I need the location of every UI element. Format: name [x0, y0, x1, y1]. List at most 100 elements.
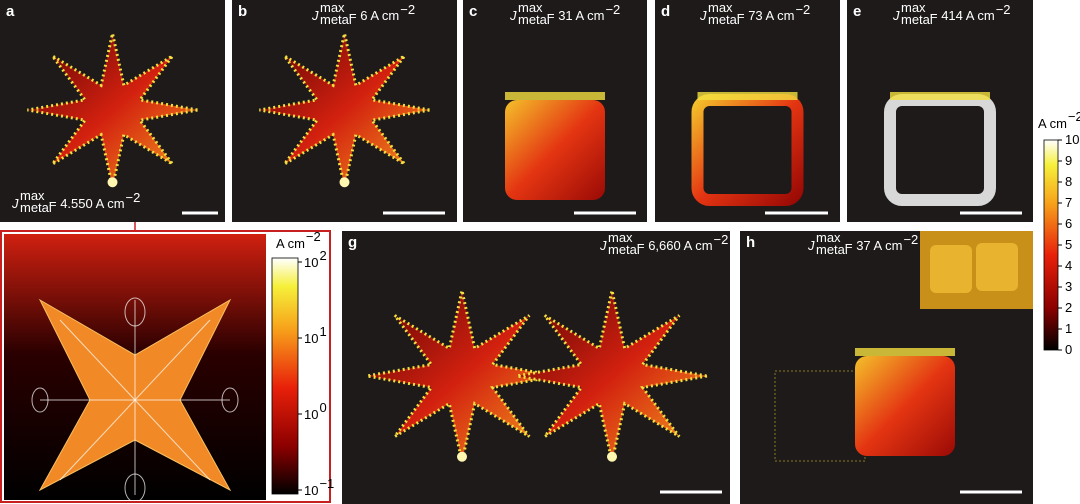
j-sup: max	[901, 0, 926, 15]
hotspot	[457, 451, 467, 462]
j-exp: −2	[903, 232, 918, 247]
j-sub: metal	[20, 200, 52, 215]
linear-colorbar: A cm −2 0 1 2 3 4 5 6 7 8 9 10	[1038, 109, 1080, 357]
colorbar-tick-base: 10	[304, 331, 318, 346]
j-exp: −2	[400, 2, 415, 17]
panel-background	[342, 231, 730, 504]
cube-top	[697, 92, 798, 100]
j-sub: metal	[816, 242, 848, 257]
j-sub: metal	[518, 12, 550, 27]
colorbar-tick-label: 1	[1065, 321, 1072, 336]
j-symbol: J	[699, 8, 707, 23]
star-particle	[27, 33, 198, 187]
j-symbol: J	[311, 8, 319, 23]
colorbar-tick-base: 10	[304, 483, 318, 498]
colorbar-tick-label: 0	[1065, 342, 1072, 357]
j-value: = 6,660 A cm	[637, 238, 713, 253]
colorbar-tick-exp: −1	[319, 476, 334, 491]
colorbar-tick-label: 2	[1065, 300, 1072, 315]
cube-top	[505, 92, 605, 100]
panel-label: b	[238, 3, 247, 20]
ghost-cube	[774, 370, 866, 462]
j-value: = 4.550 A cm	[49, 196, 125, 211]
colorbar-tick-label: 8	[1065, 174, 1072, 189]
j-sub: metal	[320, 12, 352, 27]
inset-die	[976, 243, 1018, 291]
colorbar-unit: A cm	[1038, 116, 1067, 131]
colorbar-tick-exp: 0	[319, 400, 326, 415]
colorbar-tick-label: 3	[1065, 279, 1072, 294]
panel-background	[655, 0, 840, 222]
j-value: = 37 A cm	[845, 238, 902, 253]
colorbar-tick-label: 10	[1065, 132, 1079, 147]
colorbar-tick-base: 10	[304, 407, 318, 422]
colorbar-unit-exp: −2	[306, 229, 321, 244]
j-sup: max	[20, 188, 45, 203]
star-particle	[259, 33, 430, 187]
star-particle	[516, 290, 708, 462]
j-value: = 414 A cm	[930, 8, 995, 23]
j-exp: −2	[795, 2, 810, 17]
cube-particle	[505, 100, 605, 200]
j-value: = 6 A cm	[349, 8, 399, 23]
colorbar-tick-label: 4	[1065, 258, 1072, 273]
panel-label: g	[348, 234, 357, 251]
panel-label: e	[853, 3, 861, 20]
j-sup: max	[608, 230, 633, 245]
colorbar-unit-exp: −2	[1068, 109, 1080, 124]
panel-label: h	[746, 234, 755, 251]
hotspot	[339, 177, 350, 188]
colorbar-unit: A cm	[276, 236, 305, 251]
panel-f-art	[0, 230, 331, 503]
colorbar-tick-base: 10	[304, 255, 318, 270]
cube-particle	[855, 356, 955, 456]
panel-label: d	[661, 3, 670, 20]
colorbar-tick-label: 7	[1065, 195, 1072, 210]
f-wireframe	[31, 297, 239, 503]
colorbar-gradient	[271, 257, 299, 495]
j-sup: max	[320, 0, 345, 15]
j-sub: metal	[608, 242, 640, 257]
colorbar-gradient	[1043, 139, 1059, 351]
j-value: = 73 A cm	[737, 8, 794, 23]
j-sup: max	[708, 0, 733, 15]
hotspot	[607, 451, 617, 462]
j-sub: metal	[708, 12, 740, 27]
j-sub: metal	[901, 12, 933, 27]
j-exp: −2	[714, 232, 729, 247]
j-symbol: J	[892, 8, 900, 23]
panel-label: c	[469, 3, 477, 20]
colorbar-tick-label: 9	[1065, 153, 1072, 168]
colorbar-tick-label: 5	[1065, 237, 1072, 252]
j-exp: −2	[996, 2, 1011, 17]
cube-top	[855, 348, 955, 356]
colorbar-tick-label: 6	[1065, 216, 1072, 231]
inset-die	[930, 245, 972, 293]
cube-top	[890, 92, 990, 100]
colorbar-tick-exp: 2	[319, 248, 326, 263]
colorbar-tick-exp: 1	[319, 324, 326, 339]
panel-background	[847, 0, 1033, 222]
star-particle	[366, 290, 558, 462]
j-exp: −2	[126, 190, 141, 205]
j-symbol: J	[509, 8, 517, 23]
j-symbol: J	[599, 238, 607, 253]
j-exp: −2	[605, 2, 620, 17]
j-value: = 31 A cm	[547, 8, 604, 23]
j-sup: max	[816, 230, 841, 245]
f-border	[0, 230, 331, 503]
j-symbol: J	[807, 238, 815, 253]
j-sup: max	[518, 0, 543, 15]
hotspot	[107, 177, 118, 188]
j-symbol: J	[11, 196, 19, 211]
